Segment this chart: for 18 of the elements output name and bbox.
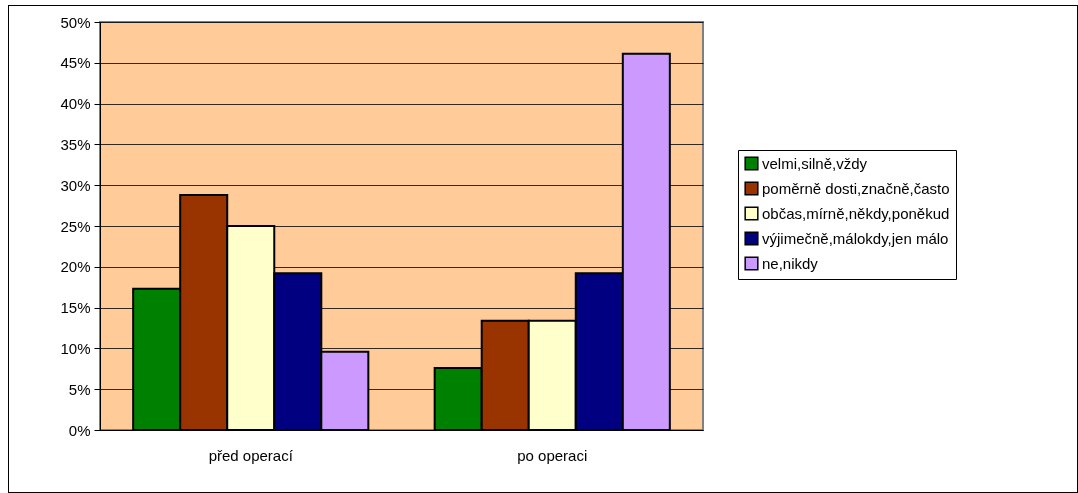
- legend-label: velmi,silně,vždy: [762, 154, 868, 172]
- y-tick-label: 50%: [60, 13, 91, 31]
- y-tick-label: 35%: [60, 135, 91, 153]
- y-tick-label: 25%: [60, 217, 91, 235]
- x-tick-label: před operací: [208, 446, 294, 464]
- y-tick-label: 5%: [68, 380, 91, 398]
- legend-label: občas,mírně,někdy,poněkud: [762, 204, 950, 222]
- legend-label: poměrně dosti,značně,často: [762, 179, 950, 197]
- y-tick-label: 30%: [60, 176, 91, 194]
- y-tick-label: 20%: [60, 258, 91, 276]
- y-tick-label: 15%: [60, 299, 91, 317]
- legend-label: výjimečně,málokdy,jen málo: [762, 229, 949, 247]
- y-tick-label: 45%: [60, 54, 91, 72]
- y-tick-label: 40%: [60, 95, 91, 113]
- x-tick-label: po operaci: [517, 446, 588, 464]
- y-tick-label: 0%: [68, 421, 91, 439]
- legend-label: ne,nikdy: [762, 254, 819, 272]
- y-tick-label: 10%: [60, 339, 91, 357]
